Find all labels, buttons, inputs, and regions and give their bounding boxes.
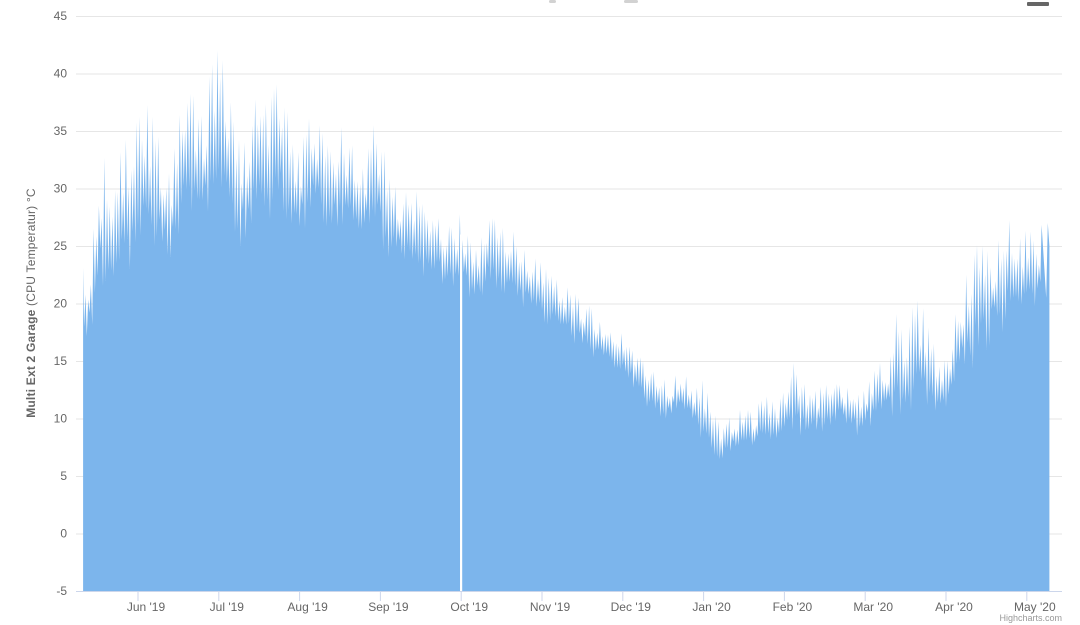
x-axis-label: Jun '19	[127, 600, 166, 614]
x-axis-label: Apr '20	[935, 600, 973, 614]
y-axis-title: Multi Ext 2 Garage (CPU Temperatur) °C	[24, 188, 38, 418]
x-axis-label: Dec '19	[611, 600, 652, 614]
y-axis-label: 5	[60, 469, 67, 483]
x-axis-ticks	[137, 591, 1028, 601]
y-axis-title-bold: Multi Ext 2 Garage	[24, 309, 38, 418]
x-axis-label: Mar '20	[853, 600, 893, 614]
x-axis-label: Oct '19	[450, 600, 488, 614]
credits-link[interactable]: Highcharts.com	[999, 613, 1062, 623]
x-axis-label: Jan '20	[692, 600, 731, 614]
y-axis-label: 15	[54, 354, 68, 368]
x-axis-label: Jul '19	[210, 600, 245, 614]
y-axis-label: -5	[56, 584, 67, 598]
context-menu-button[interactable]	[1026, 0, 1050, 6]
y-axis-label: 30	[54, 182, 68, 196]
x-axis-label: Feb '20	[773, 600, 813, 614]
y-axis-label: 25	[54, 239, 68, 253]
hamburger-icon	[1027, 2, 1049, 6]
y-axis-label: 10	[54, 412, 68, 426]
x-axis-label: Aug '19	[287, 600, 328, 614]
data-gap	[460, 234, 463, 591]
x-axis-label: Sep '19	[368, 600, 409, 614]
y-axis-label: 40	[54, 67, 68, 81]
y-axis-title-regular: (CPU Temperatur) °C	[24, 188, 38, 310]
temperature-area-series[interactable]	[83, 50, 1050, 592]
y-axis-label: 20	[54, 297, 68, 311]
x-axis-labels: Jun '19 Jul '19 Aug '19 Sep '19 Oct '19 Nov '…	[127, 600, 1056, 614]
x-axis-label: Nov '19	[530, 600, 571, 614]
clipped-title-fragment	[624, 0, 638, 3]
x-axis-label: May '20	[1014, 600, 1056, 614]
y-axis-label: 45	[54, 9, 68, 23]
y-axis-label: 0	[60, 527, 67, 541]
y-axis-labels: 45 40 35 30 25 20 15 10 5 0 -5	[54, 9, 68, 598]
y-axis-label: 35	[54, 124, 68, 138]
clipped-title-fragment	[549, 0, 556, 3]
